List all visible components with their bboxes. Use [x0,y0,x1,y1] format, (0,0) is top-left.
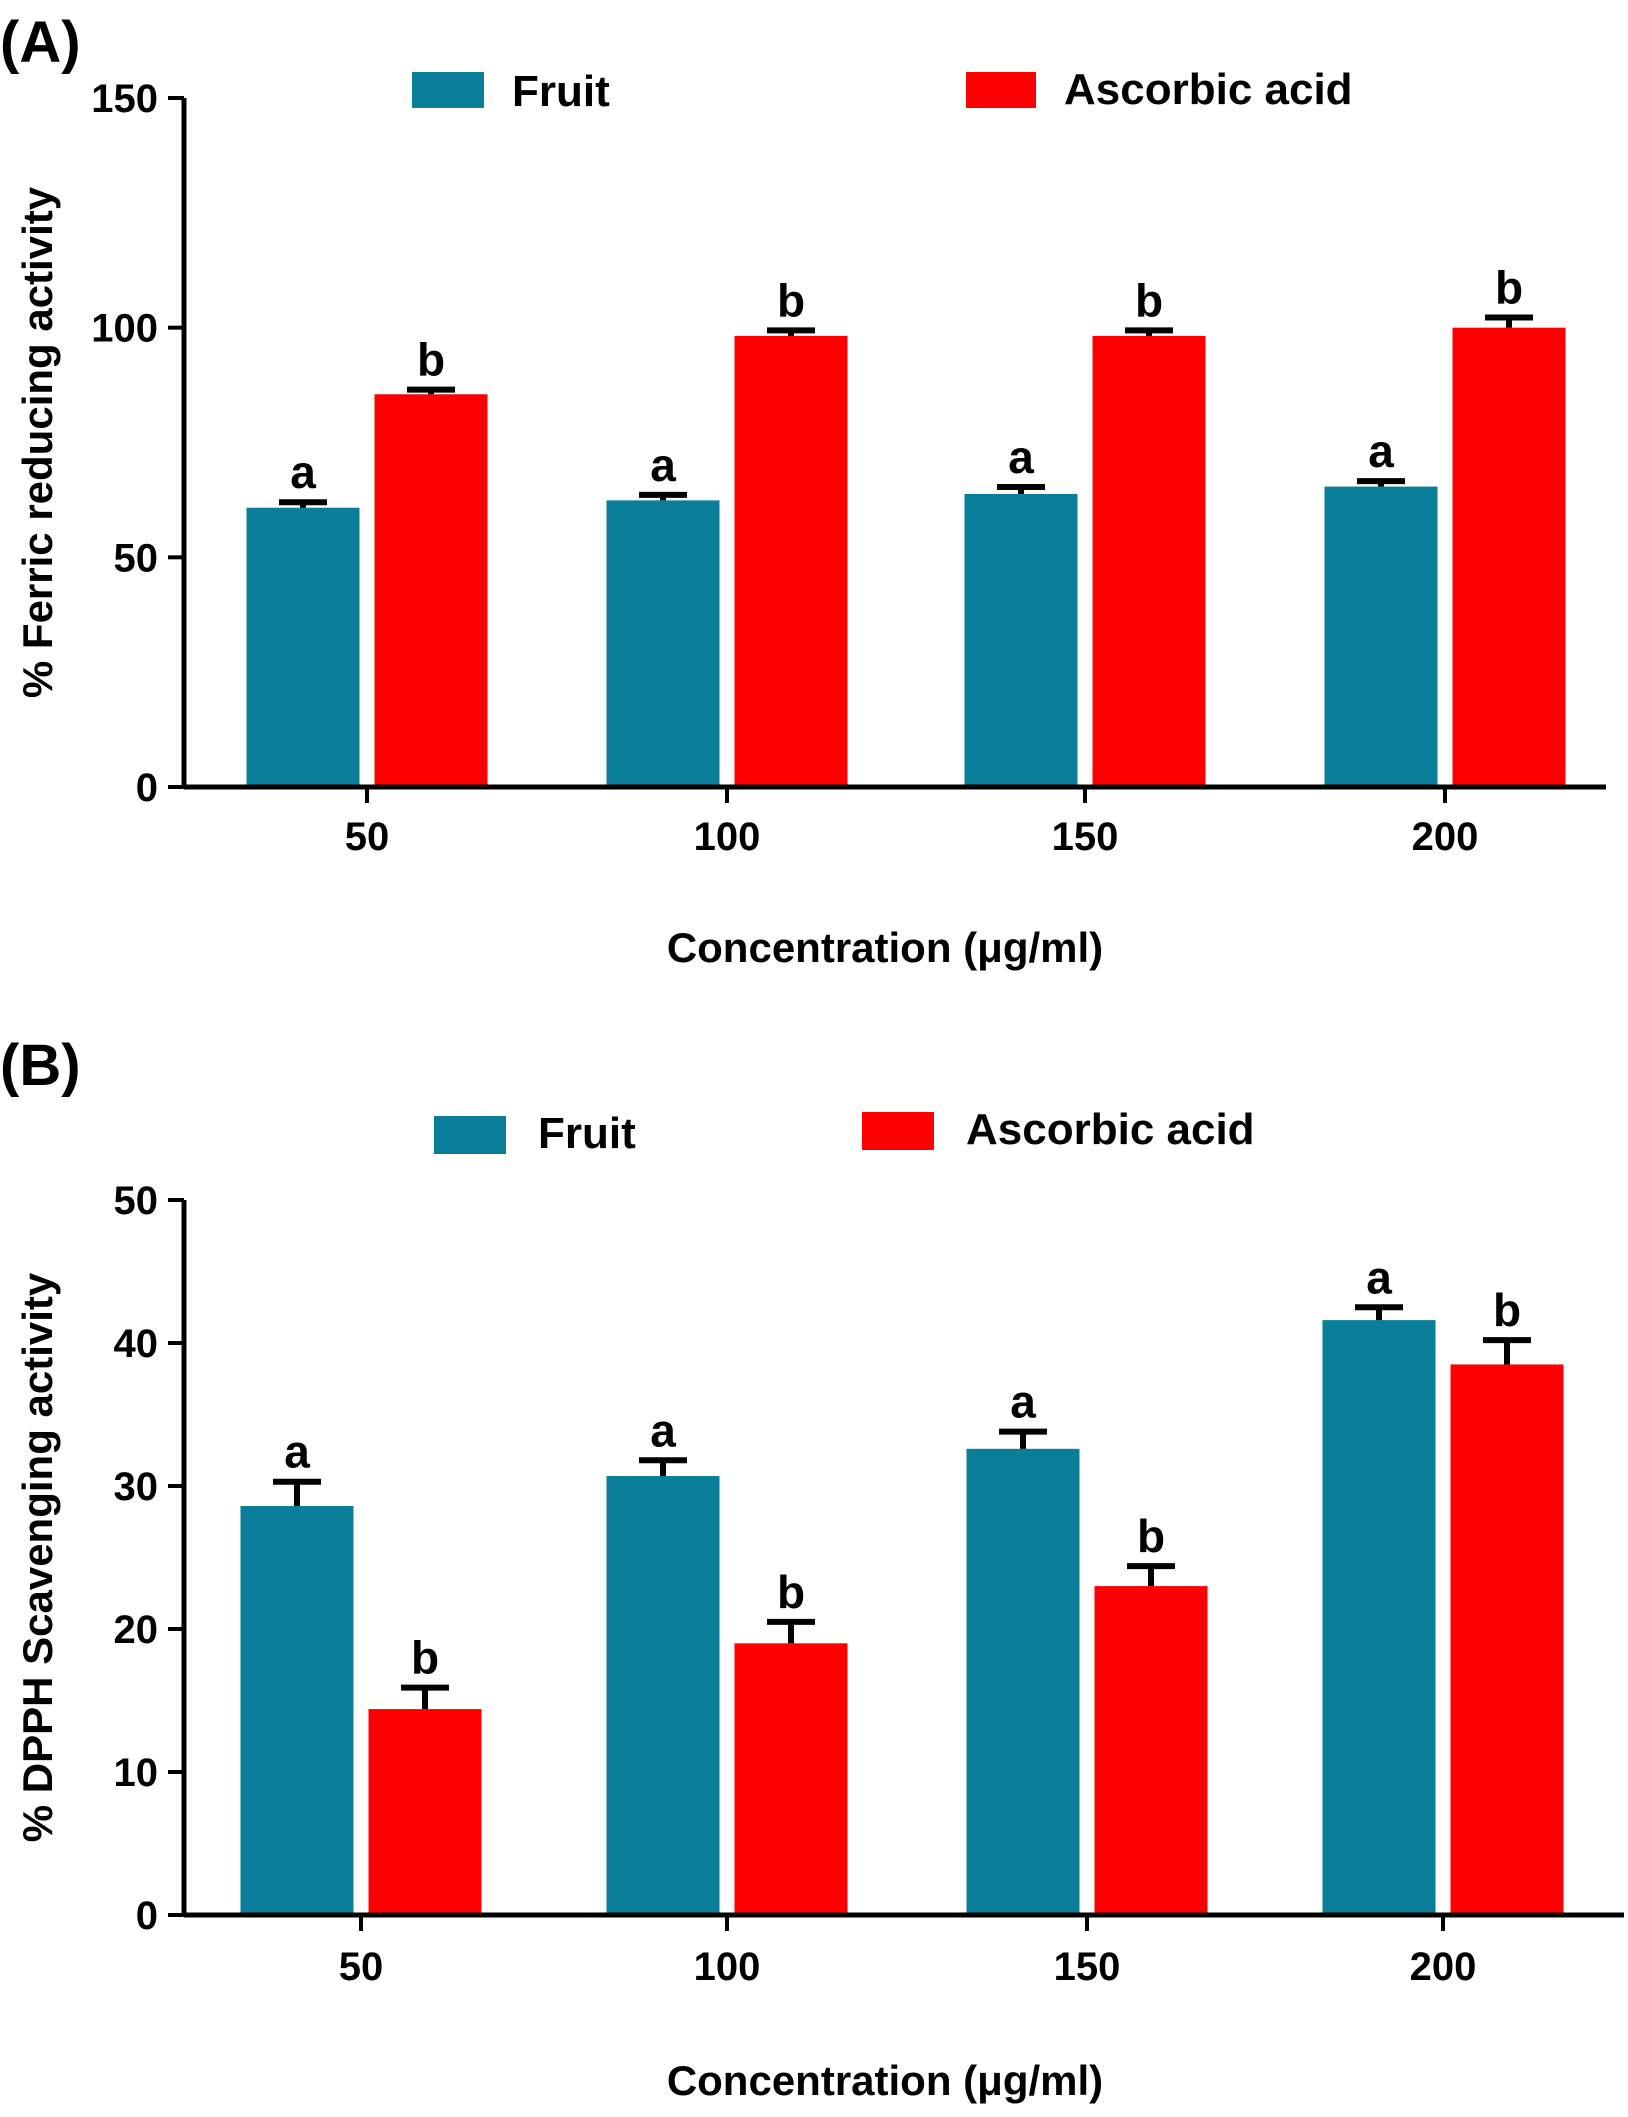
bar [966,1448,1080,1915]
y-tick-label: 50 [114,1179,159,1223]
legend-label-ascorbic-acid: Ascorbic acid [1064,65,1353,114]
panel-a-ferric-reducing: (A) Fruit Ascorbic acid a b 50 a b 100 a b 150 a b 200… [0,10,1606,971]
bar [1322,1320,1436,1915]
significance-letter: b [417,334,445,386]
y-tick-label: 40 [114,1322,159,1366]
legend-swatch-ascorbic-acid [862,1112,934,1150]
significance-letter: a [284,1426,310,1478]
x-tick-label: 50 [345,815,390,859]
significance-letter: a [1366,1251,1392,1303]
bar [240,1506,354,1915]
significance-letter: a [650,439,676,491]
y-tick-label: 30 [114,1465,159,1509]
legend-swatch-ascorbic-acid [966,72,1036,108]
y-tick-label: 100 [91,307,158,351]
significance-letter: a [650,1404,676,1456]
y-tick-label: 0 [136,766,158,810]
y-tick-label: 0 [136,1894,158,1938]
significance-letter: a [290,446,316,498]
significance-letter: a [1008,431,1034,483]
y-tick-label: 50 [114,536,159,580]
bar [374,394,488,787]
panel-b-dpph-scavenging: (B)Fruit Ascorbic acidab50ab100ab150ab200… [0,1033,1624,2104]
bar [606,1475,720,1915]
x-tick-label: 50 [339,1945,384,1989]
bar [1092,335,1206,787]
significance-letter: a [1010,1376,1036,1428]
x-tick-label: 100 [694,1945,761,1989]
bar [1094,1586,1208,1915]
y-tick-label: 150 [91,77,158,121]
x-tick-label: 150 [1054,1945,1121,1989]
x-axis-title: Concentration (μg/ml) [667,924,1103,971]
x-tick-label: 150 [1052,815,1119,859]
significance-letter: b [1495,262,1523,314]
y-tick-label: 20 [114,1608,159,1652]
bar [734,1643,848,1915]
significance-letter: a [1368,425,1394,477]
panel-label: (B) [0,1033,81,1098]
legend-label-fruit: Fruit [512,67,610,116]
bar [1324,486,1438,787]
x-axis-title: Concentration (μg/ml) [667,2057,1103,2104]
significance-letter: b [777,274,805,326]
significance-letter: b [411,1632,439,1684]
bar [246,507,360,787]
bar [734,335,848,787]
y-axis-title: % Ferric reducing activity [14,186,61,698]
bar [368,1709,482,1915]
bar [964,493,1078,787]
bar [606,500,720,787]
significance-letter: b [1135,274,1163,326]
y-tick-label: 10 [114,1751,159,1795]
significance-letter: b [777,1566,805,1618]
y-axis-title: % DPPH Scavenging activity [14,1272,61,1842]
legend-label-ascorbic-acid: Ascorbic acid [966,1105,1255,1154]
x-tick-label: 200 [1410,1945,1477,1989]
bar [1452,327,1566,787]
bar [1450,1364,1564,1915]
panel-label: (A) [0,10,81,75]
legend-swatch-fruit [412,72,484,108]
significance-letter: b [1137,1510,1165,1562]
significance-letter: b [1493,1284,1521,1336]
x-tick-label: 100 [694,815,761,859]
x-tick-label: 200 [1412,815,1479,859]
legend-swatch-fruit [434,1116,506,1154]
legend-label-fruit: Fruit [538,1109,636,1158]
